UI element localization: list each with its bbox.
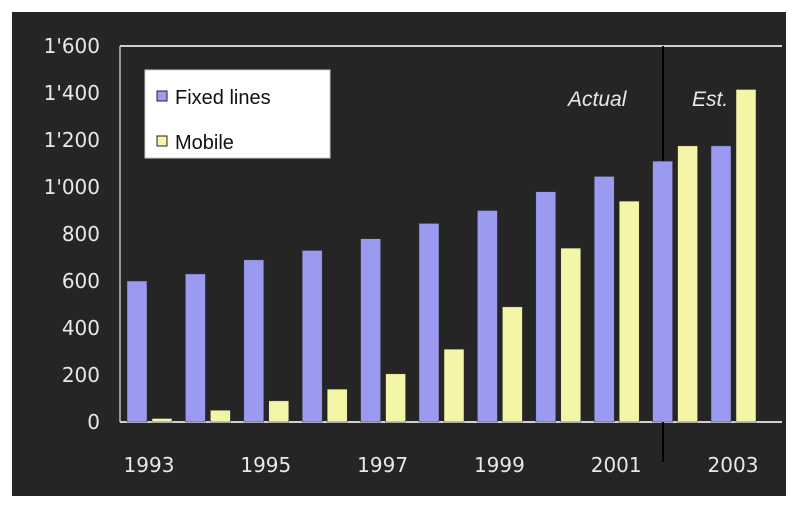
y-tick-label: 600 bbox=[62, 269, 100, 293]
bars bbox=[126, 89, 757, 423]
x-axis-ticks: 1993 1995 1997 1999 2001 2003 bbox=[124, 453, 759, 477]
bar-mobile-1993 bbox=[151, 418, 173, 423]
bar-mobile-1999 bbox=[502, 306, 523, 423]
annotation-estimate: Est. bbox=[692, 88, 728, 111]
bar-fixed-lines-1995 bbox=[243, 259, 265, 423]
x-tick-label: 1997 bbox=[357, 453, 408, 477]
x-tick-label: 1995 bbox=[240, 453, 291, 477]
bar-mobile-2002 bbox=[677, 145, 698, 423]
bar-fixed-lines-1999 bbox=[477, 210, 498, 423]
chart-frame: 0 200 400 600 800 1'000 1'200 1'400 1'600 1993 19… bbox=[12, 12, 786, 496]
bar-mobile-1996 bbox=[326, 388, 348, 423]
bar-mobile-1997 bbox=[385, 373, 406, 423]
bar-fixed-lines-2000 bbox=[535, 191, 557, 423]
x-tick-label: 1999 bbox=[474, 453, 525, 477]
y-tick-label: 1'400 bbox=[44, 81, 100, 105]
bar-mobile-2001 bbox=[618, 200, 640, 423]
bar-fixed-lines-2002 bbox=[652, 160, 673, 423]
bar-fixed-lines-1998 bbox=[418, 223, 440, 423]
y-tick-label: 800 bbox=[62, 222, 100, 246]
bar-fixed-lines-1997 bbox=[360, 238, 381, 423]
y-tick-label: 400 bbox=[62, 316, 100, 340]
legend-swatch-fixed-lines bbox=[156, 90, 168, 102]
y-tick-label: 200 bbox=[62, 363, 100, 387]
y-tick-label: 1'000 bbox=[44, 175, 100, 199]
legend-label-mobile: Mobile bbox=[175, 132, 234, 154]
legend-box bbox=[144, 69, 331, 159]
x-tick-label: 2003 bbox=[708, 453, 759, 477]
bar-mobile-2000 bbox=[560, 247, 582, 423]
bar-fixed-lines-1993 bbox=[126, 280, 148, 423]
bar-fixed-lines-1996 bbox=[301, 250, 323, 423]
bar-mobile-1998 bbox=[443, 348, 465, 423]
bar-fixed-lines-2001 bbox=[593, 176, 615, 423]
y-tick-label: 0 bbox=[87, 410, 100, 434]
x-tick-label: 1993 bbox=[124, 453, 175, 477]
annotation-actual: Actual bbox=[566, 88, 628, 111]
bar-fixed-lines-1994 bbox=[185, 273, 206, 423]
bar-fixed-lines-2003 bbox=[710, 145, 732, 423]
bar-mobile-1995 bbox=[268, 400, 290, 423]
x-tick-label: 2001 bbox=[591, 453, 642, 477]
legend: Fixed lines Mobile bbox=[144, 69, 331, 159]
legend-label-fixed-lines: Fixed lines bbox=[175, 87, 271, 109]
y-axis-ticks: 0 200 400 600 800 1'000 1'200 1'400 1'600 bbox=[44, 34, 100, 434]
y-tick-label: 1'600 bbox=[44, 34, 100, 58]
bar-mobile-1994 bbox=[210, 410, 231, 423]
bar-mobile-2003 bbox=[735, 89, 757, 423]
y-tick-label: 1'200 bbox=[44, 128, 100, 152]
legend-swatch-mobile bbox=[156, 135, 168, 147]
